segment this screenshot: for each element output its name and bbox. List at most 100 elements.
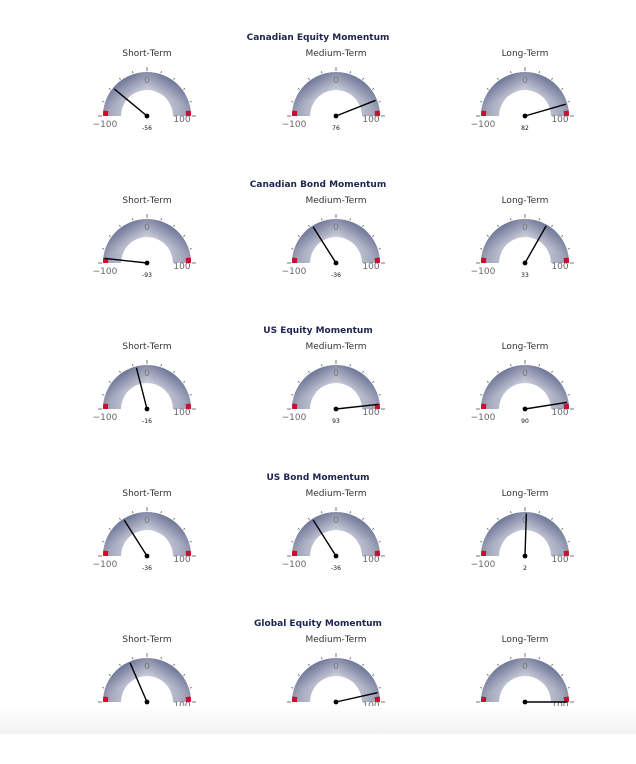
gauge-tick	[510, 71, 512, 74]
gauge-zero-label: 0	[333, 369, 339, 379]
section-title: Canadian Equity Momentum	[246, 33, 390, 43]
gauge-tick	[108, 528, 111, 530]
gauge-arc-shade	[481, 72, 569, 116]
gauge-zero-label: 0	[522, 369, 528, 379]
gauge-tick	[538, 657, 540, 660]
gauge-band-high	[185, 696, 191, 702]
gauge-tick	[567, 248, 570, 250]
gauge-tick	[486, 88, 489, 90]
gauge-zero-label: 0	[333, 223, 339, 233]
gauge-value: 33	[521, 272, 529, 279]
gauge-max-label: 100	[551, 408, 568, 418]
gauge-tick	[497, 663, 499, 666]
gauge-tick	[189, 248, 192, 250]
gauge-tick	[297, 674, 300, 676]
gauge-min-label: −100	[282, 267, 307, 277]
gauge-needle	[312, 226, 337, 264]
gauge-tick	[173, 224, 175, 227]
gauge-zero-label: 0	[522, 76, 528, 86]
gauge-value: -16	[142, 418, 152, 425]
gauge-zero-label: 0	[522, 516, 528, 526]
gauge: 0 −100 100 2	[471, 507, 574, 572]
gauge-zero-label: 0	[144, 662, 150, 672]
gauge-tick	[189, 687, 192, 689]
gauge-min-label: −100	[282, 413, 307, 423]
gauge: 0 −100 100 33	[471, 214, 574, 279]
gauge-needle-hub	[144, 699, 150, 705]
gauge-tick	[102, 541, 105, 543]
gauge-needle-hub	[333, 699, 339, 705]
gauge-needle-hub	[522, 553, 528, 559]
gauge-band-high	[374, 550, 380, 556]
gauge-tick	[173, 77, 175, 80]
gauge: 0 −100 100 82	[471, 67, 574, 132]
gauge-tick	[480, 687, 483, 689]
gauge-tick	[561, 381, 564, 383]
gauge-tick	[291, 394, 294, 396]
gauge-tick	[510, 218, 512, 221]
gauge-tick	[486, 528, 489, 530]
gauge-needle	[123, 519, 148, 557]
gauge-min-label: −100	[93, 120, 118, 130]
gauge-tick	[108, 88, 111, 90]
gauge-tick	[538, 364, 540, 367]
gauge-tick	[538, 71, 540, 74]
gauge-band-low	[292, 696, 298, 702]
gauge-tick	[362, 517, 364, 520]
gauge-tick	[132, 218, 134, 221]
gauge-tick	[349, 657, 351, 660]
gauge-tick	[102, 248, 105, 250]
gauge-tick	[497, 517, 499, 520]
gauge-band-high	[563, 550, 569, 556]
gauge-tick	[160, 71, 162, 74]
gauge-label: Short‑Term	[122, 49, 172, 59]
gauge-band-low	[292, 257, 298, 263]
gauge-tick	[480, 101, 483, 103]
gauge-needle	[335, 403, 379, 410]
gauge-max-label: 100	[551, 115, 568, 125]
gauge-needle-hub	[522, 113, 528, 119]
gauge-label: Medium‑Term	[305, 342, 367, 352]
gauge-tick	[349, 218, 351, 221]
gauge-band-high	[563, 403, 569, 409]
gauge-needle-hub	[522, 699, 528, 705]
gauge-max-label: 100	[362, 115, 379, 125]
gauge-band-low	[481, 110, 487, 116]
gauge-tick	[561, 88, 564, 90]
gauge-tick	[480, 394, 483, 396]
gauge-value: -36	[331, 565, 341, 572]
gauge-arc-shade	[103, 219, 191, 263]
gauge-band-high	[185, 403, 191, 409]
gauge-band-high	[185, 110, 191, 116]
gauge-tick	[510, 364, 512, 367]
gauge-tick	[183, 381, 186, 383]
gauge-label: Short‑Term	[122, 196, 172, 206]
gauge-label: Short‑Term	[122, 635, 172, 645]
gauge-zero-label: 0	[333, 516, 339, 526]
gauge-arc-shade	[103, 512, 191, 556]
gauge-tick	[173, 663, 175, 666]
gauge-tick	[510, 511, 512, 514]
gauge-needle-hub	[144, 406, 150, 412]
gauge-tick	[183, 88, 186, 90]
gauge-band-high	[563, 257, 569, 263]
gauge-band-high	[185, 257, 191, 263]
gauge-band-low	[481, 403, 487, 409]
gauge-value: 93	[332, 418, 340, 425]
gauge-band-low	[292, 403, 298, 409]
gauge-tick	[378, 101, 381, 103]
gauge-tick	[372, 235, 375, 237]
gauge-tick	[378, 541, 381, 543]
gauge-min-label: −100	[93, 413, 118, 423]
bottom-fade	[0, 706, 636, 734]
gauge-tick	[567, 101, 570, 103]
gauge-band-low	[292, 110, 298, 116]
gauge-needle-hub	[333, 260, 339, 266]
gauge-tick	[119, 663, 121, 666]
gauge-needle-hub	[144, 113, 150, 119]
gauge-needle	[524, 513, 528, 557]
gauge-needle-hub	[333, 553, 339, 559]
gauge-band-low	[103, 403, 109, 409]
gauge-tick	[510, 657, 512, 660]
gauge-tick	[102, 101, 105, 103]
